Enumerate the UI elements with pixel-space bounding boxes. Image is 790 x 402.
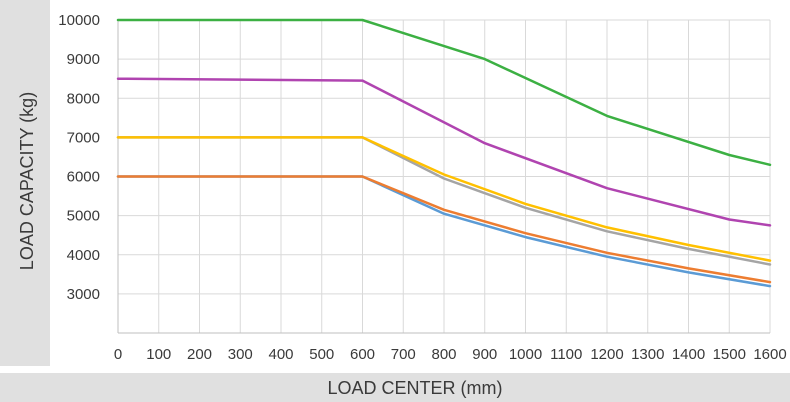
series-line-4 (116, 136, 772, 262)
x-tick-label: 0 (114, 346, 122, 363)
x-tick-label: 400 (268, 346, 293, 363)
y-axis-title: LOAD CAPACITY (kg) (17, 92, 37, 270)
x-tick-label: 900 (472, 346, 497, 363)
y-tick-label: 3000 (67, 286, 100, 303)
x-tick-label: 300 (228, 346, 253, 363)
y-tick-label: 7000 (67, 129, 100, 146)
x-tick-label: 800 (431, 346, 456, 363)
x-tick-label: 100 (146, 346, 171, 363)
series-lines (116, 18, 772, 288)
y-tick-label: 10000 (58, 12, 100, 29)
x-tick-labels: 0 100 200 300 400 500 600 700 800 900 1000 1100 1200… (114, 346, 787, 363)
y-tick-label: 6000 (67, 169, 100, 186)
x-tick-label: 700 (391, 346, 416, 363)
x-tick-label: 500 (309, 346, 334, 363)
x-tick-label: 1200 (590, 346, 623, 363)
x-tick-label: 1600 (753, 346, 786, 363)
series-line-6 (116, 18, 772, 167)
y-axis-title-band (0, 0, 50, 366)
series-line-2 (116, 175, 772, 284)
x-tick-label: 1000 (509, 346, 542, 363)
x-axis-title-band (0, 373, 790, 402)
y-tick-label: 5000 (67, 208, 100, 225)
series-line-5 (116, 77, 772, 227)
x-axis-title: LOAD CENTER (mm) (328, 378, 503, 398)
y-tick-labels: 3000 4000 5000 6000 7000 8000 9000 10000 (58, 12, 100, 303)
x-tick-label: 1300 (631, 346, 664, 363)
x-tick-label: 200 (187, 346, 212, 363)
x-tick-label: 1500 (713, 346, 746, 363)
y-tick-label: 8000 (67, 90, 100, 107)
x-tick-label: 600 (350, 346, 375, 363)
y-tick-label: 9000 (67, 51, 100, 68)
x-tick-label: 1400 (672, 346, 705, 363)
x-tick-label: 1100 (550, 346, 582, 363)
y-tick-label: 4000 (67, 247, 100, 264)
